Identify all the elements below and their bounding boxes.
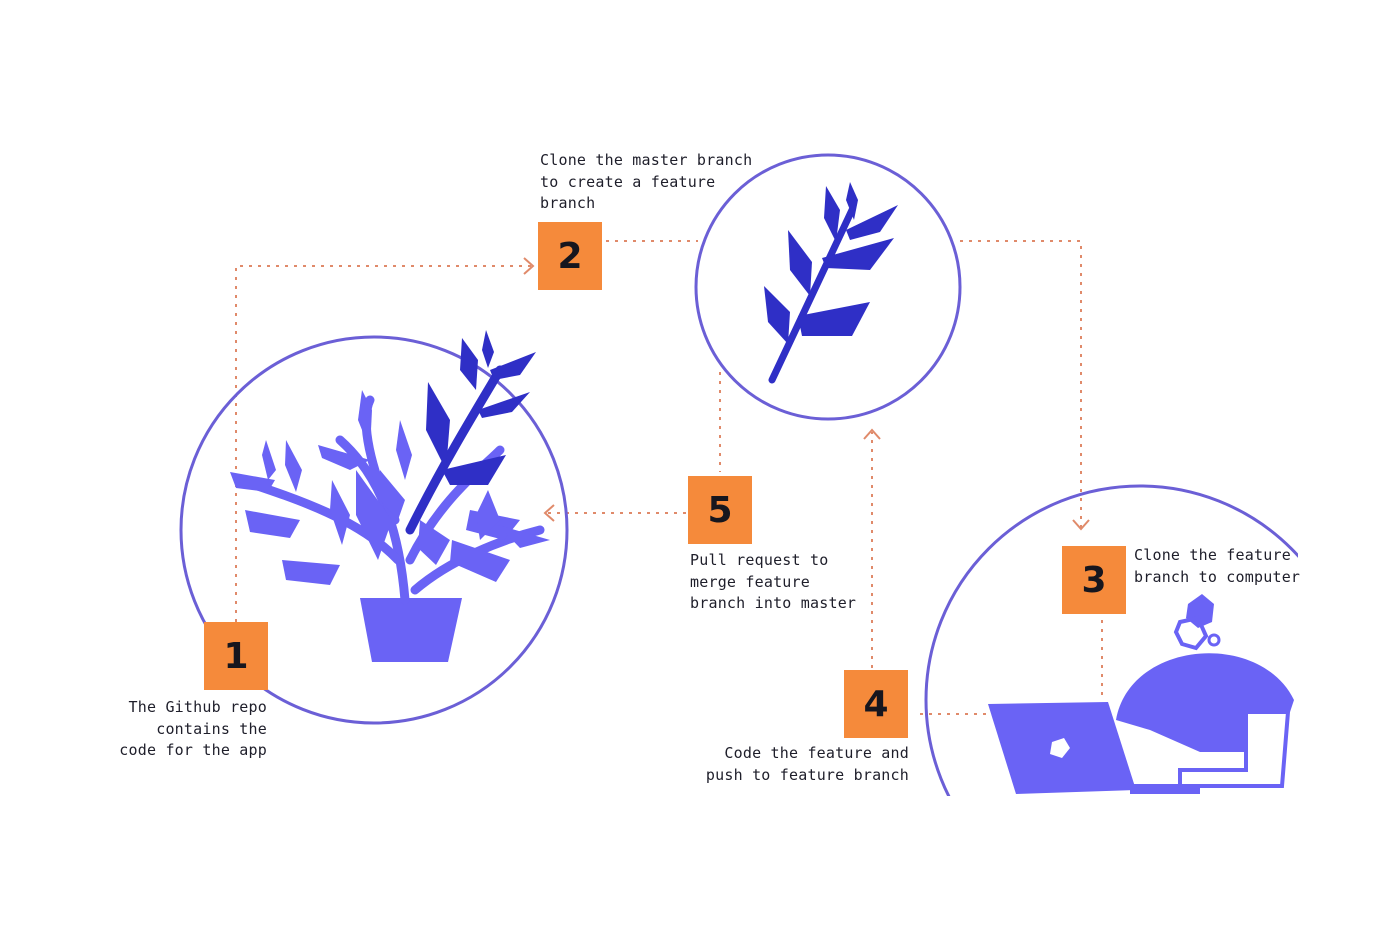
computer-circle: [924, 484, 1298, 796]
step-2-caption: Clone the master branch to create a feat…: [540, 151, 753, 212]
step-1-badge: 1: [204, 622, 268, 690]
connector-circle-to-3: [960, 240, 1082, 528]
step-3-badge: 3: [1062, 546, 1126, 614]
person-at-laptop-icon: [988, 594, 1294, 794]
feature-branch-group: [694, 153, 962, 421]
arrowhead-to-2: [523, 257, 535, 275]
step-5-badge: 5: [688, 476, 752, 544]
potted-plant-icon: [230, 330, 550, 662]
step-1-caption: The Github repo contains the code for th…: [119, 698, 267, 759]
step-4-caption: Code the feature and push to feature bra…: [705, 744, 909, 784]
step-4-badge: 4: [844, 670, 908, 738]
arrowhead-to-1: [543, 504, 555, 522]
branch-sprig-icon: [764, 182, 898, 384]
arrowhead-4-up: [863, 428, 881, 440]
step-2-badge: 2: [538, 222, 602, 290]
step-3-caption: Clone the feature branch to computer: [1134, 546, 1301, 586]
arrowhead-to-3: [1072, 519, 1090, 531]
feature-branch-circle: [694, 153, 962, 421]
step-5-caption: Pull request to merge feature branch int…: [690, 551, 857, 612]
repo-plant-group: [179, 330, 569, 725]
connectors: [235, 240, 1103, 715]
repo-circle: [179, 335, 569, 725]
connector-1-to-2: [235, 265, 532, 622]
computer-group: [924, 484, 1298, 796]
